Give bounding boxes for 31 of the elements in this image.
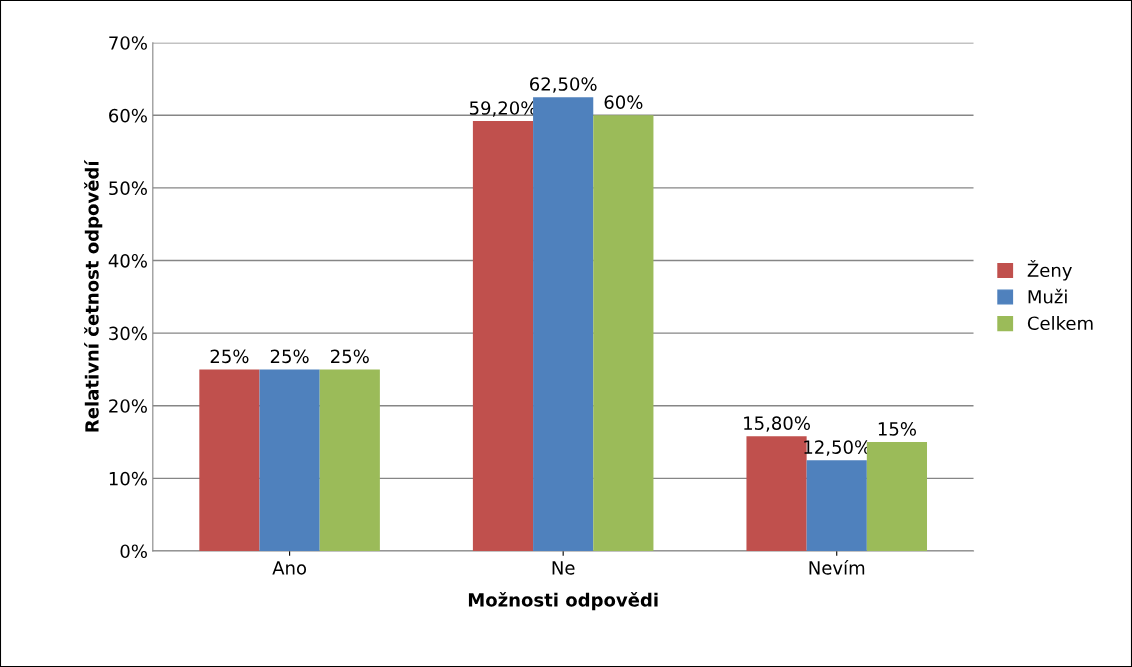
y-tick-label: 50%: [109, 181, 147, 196]
y-tick-label: 0%: [120, 544, 147, 559]
data-label: 15%: [878, 422, 916, 436]
data-label: 25%: [331, 349, 369, 364]
bar: [319, 369, 380, 551]
y-tick-label: 10%: [109, 471, 147, 486]
x-tick-label: Nevím: [809, 559, 865, 575]
y-tick-label: 30%: [109, 326, 147, 341]
legend-label: Muži: [1028, 288, 1067, 304]
data-label: 62,50%: [530, 77, 597, 93]
data-label: 25%: [270, 349, 309, 364]
y-axis-title: Relativní četnost odpovědí: [84, 159, 103, 432]
x-axis-title: Možnosti odpovědi: [468, 592, 658, 611]
y-tick-label: 40%: [108, 253, 147, 268]
bar: [593, 115, 654, 551]
y-tick-label: 60%: [109, 108, 147, 123]
bar: [472, 121, 534, 551]
x-tick-label: Ne: [552, 561, 575, 575]
bar: [866, 442, 928, 551]
legend-label: Ženy: [1027, 260, 1072, 281]
y-tick-label: 20%: [109, 399, 147, 413]
bar: [259, 369, 320, 551]
data-label: 25%: [210, 349, 249, 364]
data-label: 15,80%: [744, 416, 810, 432]
bar: [533, 97, 594, 551]
legend-label: Celkem: [1027, 316, 1093, 331]
data-label: 60%: [604, 95, 643, 110]
x-tick-label: Ano: [272, 561, 307, 575]
bar: [806, 460, 867, 551]
bar: [199, 369, 260, 551]
y-tick-label: 70%: [109, 36, 147, 50]
